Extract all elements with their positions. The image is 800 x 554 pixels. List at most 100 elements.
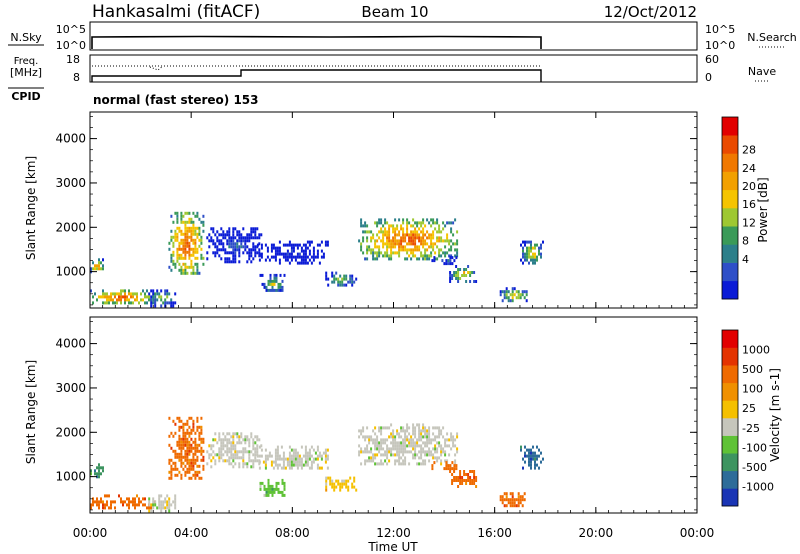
data-cell xyxy=(402,218,405,222)
data-cell xyxy=(374,245,377,249)
data-cell xyxy=(238,462,241,466)
data-cell xyxy=(220,239,223,243)
data-cell xyxy=(212,456,215,460)
data-cell xyxy=(364,438,367,442)
data-cell xyxy=(202,440,205,444)
data-cell xyxy=(511,290,514,294)
data-cell xyxy=(406,248,409,252)
data-cell xyxy=(246,233,249,237)
data-cell xyxy=(174,506,177,510)
colorbar-tick-label: 100 xyxy=(742,383,763,396)
data-cell xyxy=(192,455,195,459)
data-cell xyxy=(184,271,187,275)
data-cell xyxy=(200,428,203,432)
data-cell xyxy=(256,450,259,454)
data-cell xyxy=(337,280,340,284)
data-cell xyxy=(386,236,389,240)
data-cell xyxy=(200,235,203,239)
data-cell xyxy=(368,248,371,252)
data-cell xyxy=(260,454,263,458)
data-cell xyxy=(184,437,187,441)
data-cell xyxy=(450,230,453,234)
data-cell xyxy=(376,441,379,445)
data-cell xyxy=(260,448,263,452)
data-cell xyxy=(335,271,338,275)
data-cell xyxy=(440,453,443,457)
data-cell xyxy=(176,235,179,239)
data-cell xyxy=(166,301,169,305)
data-cell xyxy=(396,251,399,255)
data-cell xyxy=(152,500,155,504)
data-cell xyxy=(378,444,381,448)
data-cell xyxy=(176,211,179,215)
data-cell xyxy=(182,431,185,435)
data-cell xyxy=(220,257,223,261)
data-cell xyxy=(454,242,457,246)
data-cell xyxy=(194,214,197,218)
data-cell xyxy=(523,290,526,294)
data-cell xyxy=(136,503,138,507)
data-cell xyxy=(267,493,270,497)
data-cell xyxy=(148,500,151,504)
data-cell xyxy=(242,438,245,442)
data-cell xyxy=(271,487,274,491)
data-cell xyxy=(168,301,171,305)
data-cell xyxy=(190,247,193,251)
data-cell xyxy=(436,426,439,430)
data-cell xyxy=(256,227,259,231)
data-cell xyxy=(388,236,391,240)
data-cell xyxy=(408,236,411,240)
data-cell xyxy=(503,296,506,300)
data-cell xyxy=(306,451,309,455)
data-cell xyxy=(408,438,411,442)
data-cell xyxy=(208,239,211,243)
data-cell xyxy=(190,220,193,224)
data-cell xyxy=(172,253,175,257)
data-cell xyxy=(461,476,464,479)
data-cell xyxy=(386,230,389,234)
data-cell xyxy=(188,250,191,254)
data-cell xyxy=(100,497,102,501)
data-cell xyxy=(240,450,243,454)
data-cell xyxy=(206,450,209,454)
data-cell xyxy=(410,236,413,240)
colorbar-tick-label: 16 xyxy=(742,198,756,211)
data-cell xyxy=(278,454,281,458)
data-cell xyxy=(276,249,279,253)
data-cell xyxy=(398,233,401,237)
data-cell xyxy=(453,479,456,482)
data-cell xyxy=(404,236,407,240)
data-cell xyxy=(300,460,303,464)
data-cell xyxy=(434,242,437,246)
data-cell xyxy=(316,457,319,461)
data-cell xyxy=(270,243,273,247)
data-cell xyxy=(461,479,464,482)
data-cell xyxy=(174,262,177,266)
data-cell xyxy=(394,230,397,234)
data-cell xyxy=(168,509,171,513)
colorbar-swatch xyxy=(722,382,738,401)
data-cell xyxy=(270,460,273,464)
data-cell xyxy=(222,459,225,463)
data-cell xyxy=(178,256,181,260)
data-cell xyxy=(288,460,291,464)
data-cell xyxy=(98,463,100,467)
data-cell xyxy=(368,438,371,442)
data-cell xyxy=(370,459,373,463)
data-cell xyxy=(384,441,387,445)
data-cell xyxy=(364,447,367,451)
data-cell xyxy=(426,453,429,457)
data-cell xyxy=(270,454,273,458)
data-cell xyxy=(238,450,241,454)
data-cell xyxy=(532,246,534,250)
data-cell xyxy=(384,221,387,225)
data-cell xyxy=(92,267,94,271)
data-cell xyxy=(254,447,257,451)
data-cell xyxy=(396,447,399,451)
data-cell xyxy=(511,492,514,496)
data-cell xyxy=(426,450,429,454)
data-cell xyxy=(170,446,173,450)
data-cell xyxy=(126,497,128,501)
data-cell xyxy=(418,426,421,430)
data-cell xyxy=(522,240,524,244)
